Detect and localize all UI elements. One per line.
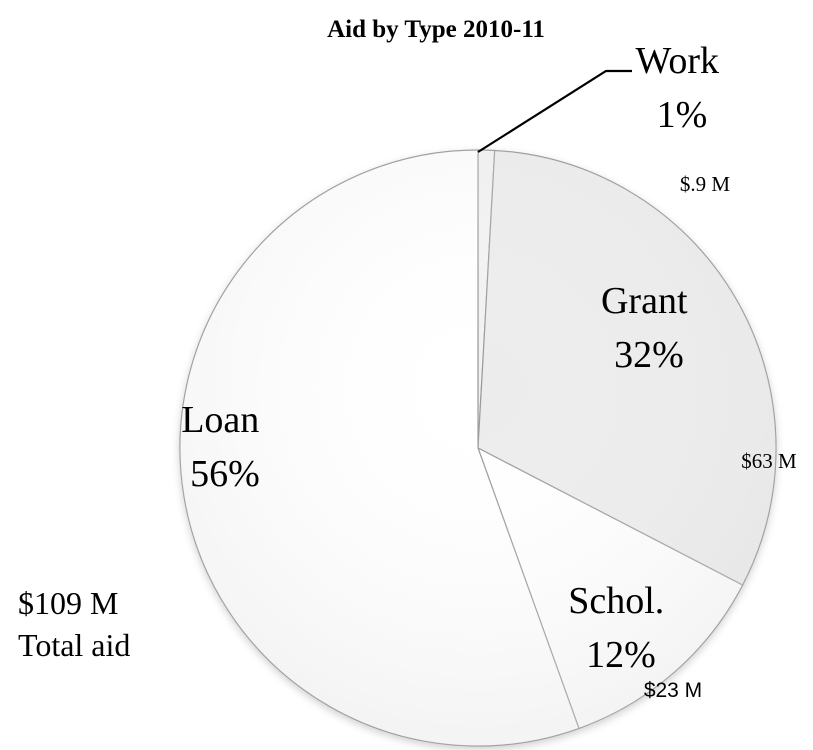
slice-amount-work: $.9 M bbox=[680, 172, 731, 196]
slice-percent-loan: 56% bbox=[190, 453, 260, 495]
slice-percent-schol: 12% bbox=[586, 634, 656, 676]
slice-label-loan: Loan 56% bbox=[181, 399, 269, 495]
slice-label-work: Work 1% bbox=[636, 40, 729, 136]
slice-amount-grant: $63 M bbox=[741, 449, 797, 473]
slice-amount-schol: $23 M bbox=[644, 679, 702, 702]
total-aid-label: Total aid bbox=[18, 627, 130, 663]
pie-slices bbox=[179, 149, 777, 747]
slice-category-work: Work bbox=[636, 40, 719, 82]
total-aid-amount: $109 M bbox=[18, 585, 118, 621]
work-callout-line bbox=[477, 69, 632, 153]
slice-category-schol: Schol. bbox=[568, 580, 664, 622]
slice-percent-work: 1% bbox=[657, 94, 708, 136]
slice-percent-grant: 32% bbox=[614, 334, 684, 376]
slice-category-loan: Loan bbox=[181, 399, 259, 441]
slice-label-schol: Schol. 12% bbox=[568, 580, 674, 676]
slice-label-grant: Grant 32% bbox=[601, 280, 697, 376]
chart-title: Aid by Type 2010-11 bbox=[327, 16, 545, 43]
slice-category-grant: Grant bbox=[601, 280, 688, 322]
total-aid-note: $109 M Total aid bbox=[18, 585, 130, 663]
